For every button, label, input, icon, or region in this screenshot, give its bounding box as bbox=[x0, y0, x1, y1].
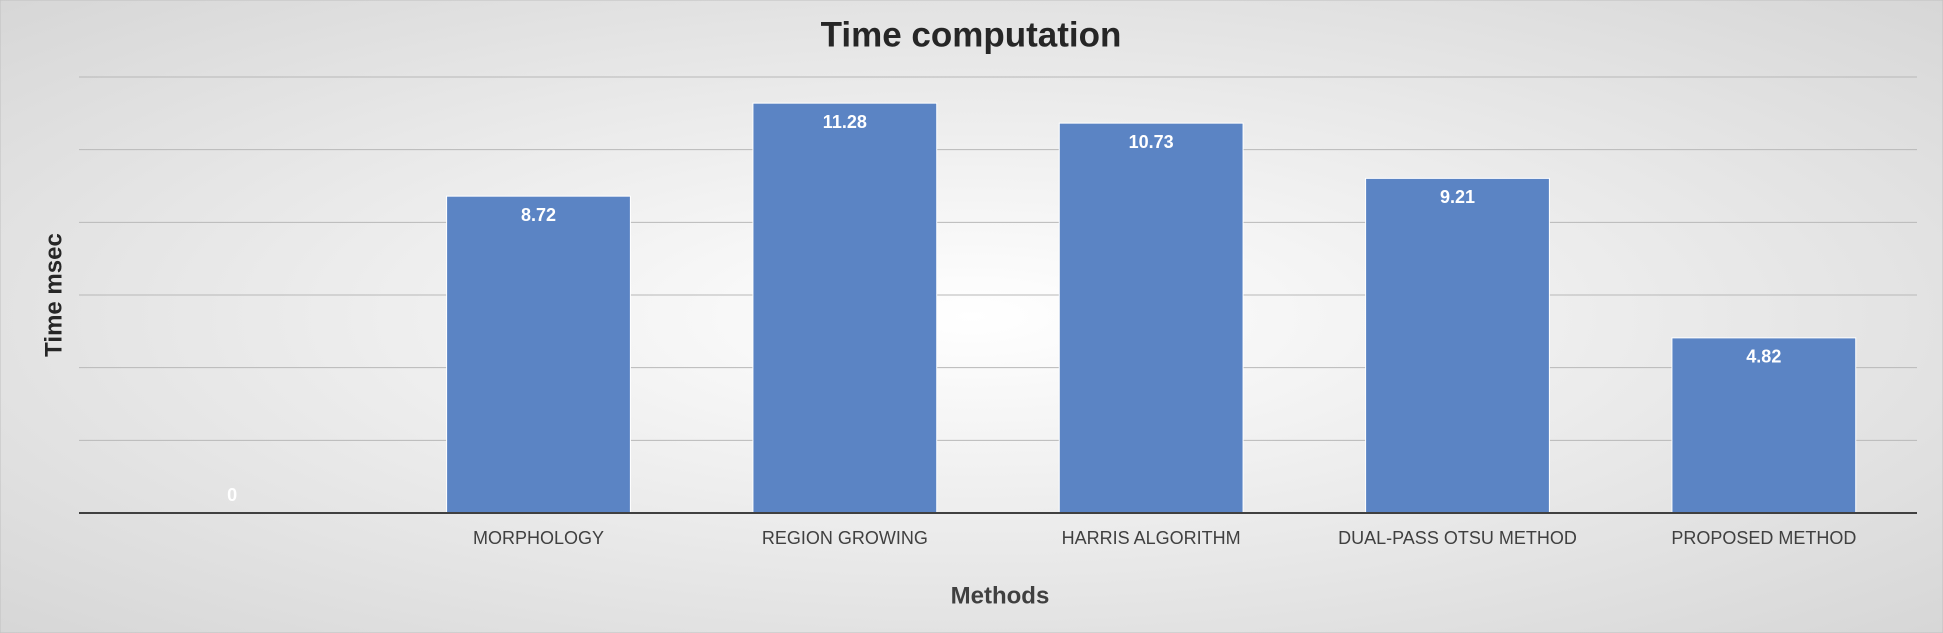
value-label: 0 bbox=[227, 485, 237, 505]
bar bbox=[1671, 337, 1857, 514]
value-label: 11.28 bbox=[823, 112, 867, 132]
x-tick-label-box: PROPOSED METHOD bbox=[1671, 528, 1857, 548]
chart-title: Time computation bbox=[821, 15, 1122, 54]
x-tick-label: MORPHOLOGY bbox=[472, 528, 604, 548]
value-label: 9.21 bbox=[1440, 187, 1475, 207]
x-axis-title: Methods bbox=[951, 582, 1050, 609]
x-tick-label: PROPOSED METHOD bbox=[1671, 528, 1857, 548]
x-tick-label: DUAL-PASS OTSU METHOD bbox=[1338, 528, 1577, 548]
x-tick-label: REGION GROWING bbox=[761, 528, 928, 548]
value-label: 4.82 bbox=[1746, 347, 1781, 367]
y-axis-title: Time msec bbox=[40, 233, 67, 357]
bar bbox=[1058, 122, 1244, 514]
x-tick-label: HARRIS ALGORITHM bbox=[1061, 528, 1241, 548]
bar bbox=[752, 102, 938, 514]
x-tick-label-box: REGION GROWING bbox=[761, 528, 928, 548]
bar bbox=[1365, 177, 1550, 514]
bar bbox=[446, 195, 631, 514]
x-tick-label-box: DUAL-PASS OTSU METHOD bbox=[1338, 528, 1577, 548]
x-tick-label-box: HARRIS ALGORITHM bbox=[1061, 528, 1241, 548]
value-label: 10.73 bbox=[1129, 132, 1174, 152]
value-label: 8.72 bbox=[521, 205, 556, 225]
x-tick-label-box: MORPHOLOGY bbox=[472, 528, 604, 548]
